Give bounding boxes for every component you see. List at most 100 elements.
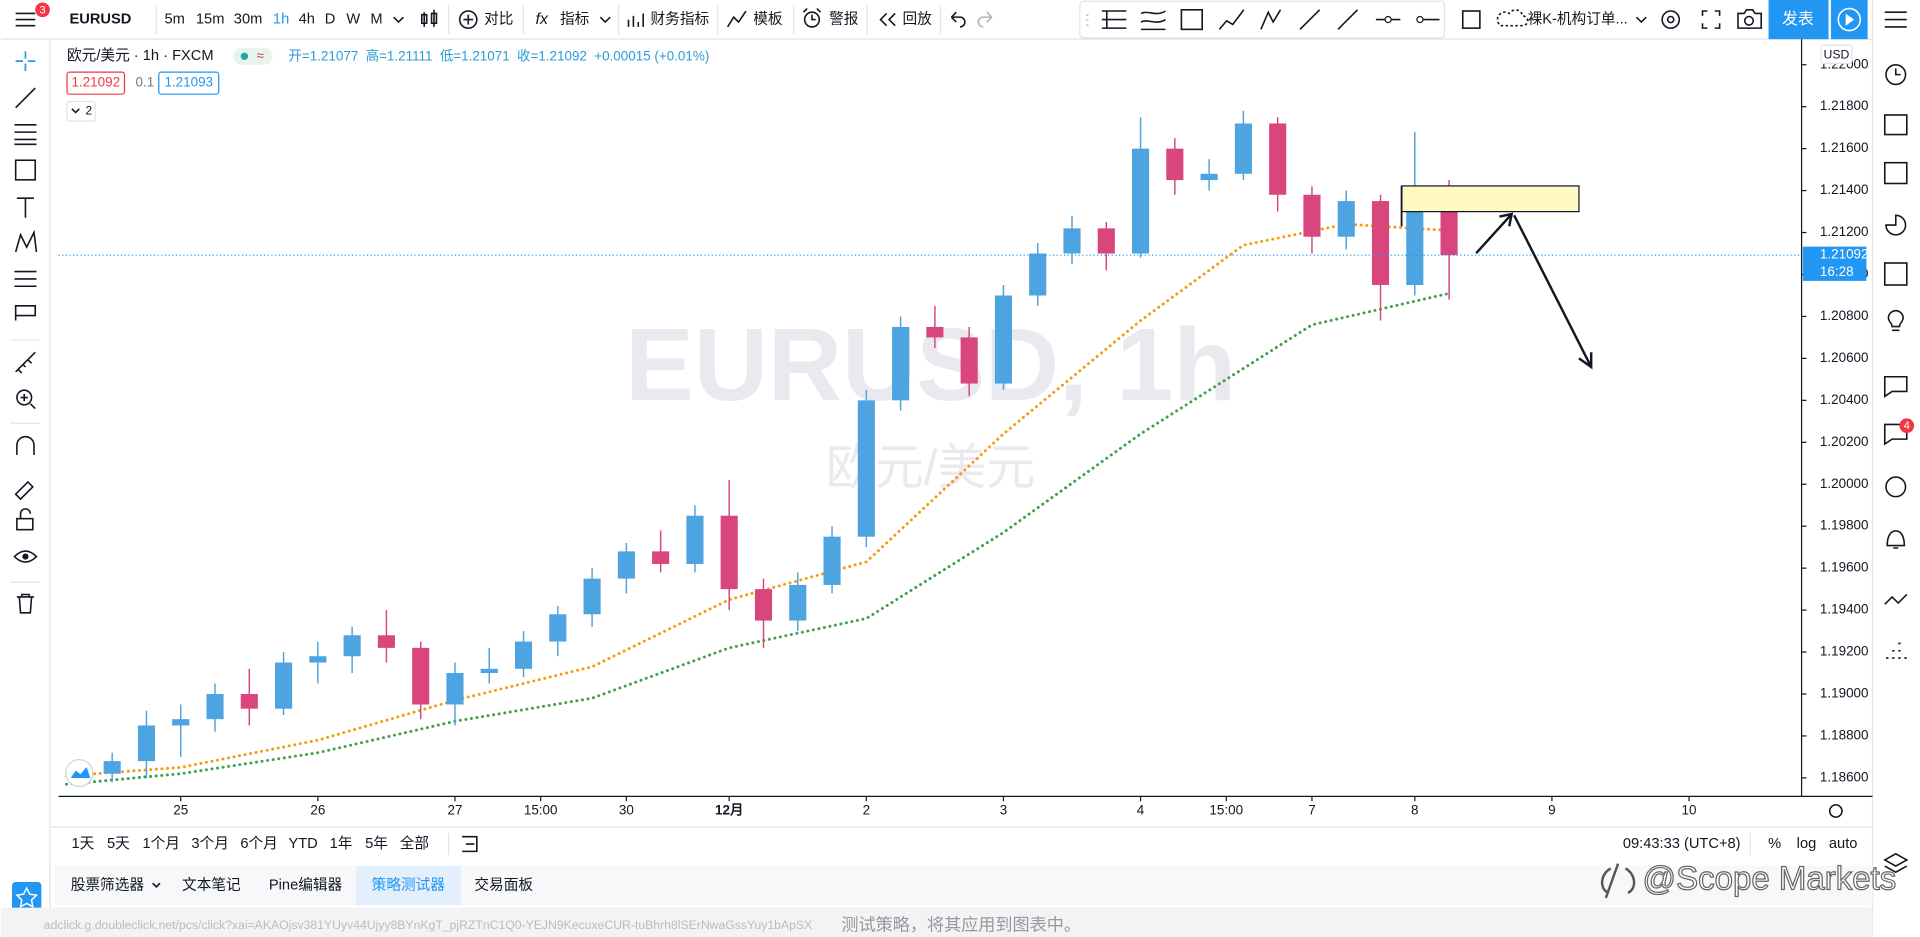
goto-date[interactable]: [462, 835, 478, 853]
candle-body: [1097, 228, 1115, 254]
trash[interactable]: [16, 593, 35, 614]
fullscreen[interactable]: [1701, 10, 1721, 29]
tab[interactable]: 股票筛选器: [71, 876, 145, 893]
interval[interactable]: 1h: [273, 11, 289, 27]
notifications[interactable]: [1886, 530, 1906, 549]
fib[interactable]: [14, 123, 37, 146]
replay-button[interactable]: 回放: [903, 10, 933, 27]
interval[interactable]: 4h: [299, 11, 315, 27]
interval[interactable]: 15m: [196, 11, 225, 27]
settings[interactable]: [1661, 10, 1681, 29]
data-window[interactable]: [1883, 161, 1908, 185]
candle-body: [1029, 253, 1047, 296]
patterns[interactable]: [14, 229, 38, 253]
select-box[interactable]: [1461, 10, 1481, 29]
streams[interactable]: [1885, 476, 1907, 498]
rectangle-drawing[interactable]: [1400, 185, 1580, 213]
news[interactable]: [1883, 114, 1908, 136]
watchlist-button[interactable]: [11, 881, 42, 912]
tool[interactable]: [1218, 9, 1245, 30]
shapes[interactable]: [14, 159, 37, 181]
interval[interactable]: 5m: [164, 11, 184, 27]
axis-settings[interactable]: [1828, 804, 1843, 818]
hotlists[interactable]: [1885, 214, 1907, 236]
interval[interactable]: 30m: [234, 11, 263, 27]
range-button[interactable]: 5年: [365, 835, 388, 852]
trend-line[interactable]: [15, 87, 36, 109]
collapse-button[interactable]: [66, 100, 96, 122]
tab[interactable]: 策略测试器: [372, 876, 446, 893]
interval[interactable]: W: [346, 11, 360, 27]
tab[interactable]: 交易面板: [474, 875, 533, 893]
user-drawings[interactable]: [1400, 185, 1593, 370]
publish-button[interactable]: [1768, 0, 1829, 40]
calendar[interactable]: [1883, 262, 1908, 286]
tool[interactable]: [1140, 10, 1166, 31]
crosshair[interactable]: [15, 51, 36, 71]
logo[interactable]: [65, 759, 94, 788]
layers[interactable]: [1883, 852, 1909, 874]
tab[interactable]: 文本笔记: [182, 876, 241, 893]
alert-button[interactable]: 警报: [829, 10, 859, 27]
zoom[interactable]: [16, 389, 33, 406]
depth[interactable]: [1885, 642, 1907, 659]
buy-box[interactable]: [158, 71, 220, 95]
sell-box[interactable]: [66, 71, 126, 95]
range-button[interactable]: 5天: [107, 836, 130, 852]
snapshot[interactable]: [1737, 8, 1763, 29]
interval[interactable]: D: [325, 11, 336, 27]
undo[interactable]: [950, 11, 966, 28]
order-panel[interactable]: [1884, 593, 1908, 605]
stay-drawing[interactable]: [14, 480, 34, 501]
candle-body: [377, 635, 395, 648]
visibility[interactable]: [13, 550, 38, 563]
tool[interactable]: [1337, 9, 1359, 30]
icon: [879, 12, 896, 27]
range-button[interactable]: 1年: [330, 835, 353, 852]
range-button[interactable]: 6个月: [240, 835, 277, 852]
lock[interactable]: [16, 517, 34, 531]
status-pill[interactable]: [233, 47, 273, 65]
chevron[interactable]: [152, 882, 161, 888]
auto-toggle[interactable]: auto: [1829, 836, 1858, 852]
redo[interactable]: [977, 11, 993, 28]
range-button[interactable]: 1天: [72, 836, 95, 852]
tab[interactable]: Pine编辑器: [269, 876, 343, 893]
compare-button[interactable]: 对比: [484, 10, 513, 27]
chevron[interactable]: [599, 16, 611, 24]
range-button[interactable]: 全部: [400, 834, 429, 852]
chevron[interactable]: [1635, 16, 1647, 24]
watermark-symbol: EURUSD, 1h: [625, 307, 1236, 422]
menu-button[interactable]: 3: [15, 2, 50, 27]
currency-box[interactable]: [1820, 44, 1853, 65]
range-button[interactable]: YTD: [288, 836, 317, 852]
prediction[interactable]: [14, 270, 37, 288]
tool[interactable]: [1299, 9, 1321, 30]
arrow-down[interactable]: [1513, 214, 1593, 370]
symbol[interactable]: EURUSD: [69, 11, 131, 27]
arrow-up[interactable]: [1475, 212, 1514, 255]
interval[interactable]: M: [370, 11, 382, 27]
ideas[interactable]: [1887, 309, 1904, 332]
percent-toggle[interactable]: %: [1768, 836, 1781, 852]
range-button[interactable]: 1个月: [142, 835, 179, 852]
indicators-button[interactable]: 指标: [560, 10, 590, 27]
alerts[interactable]: [1885, 64, 1907, 86]
magnet[interactable]: [16, 435, 35, 456]
tool[interactable]: [1101, 10, 1127, 29]
chevron[interactable]: [393, 16, 404, 24]
range-button[interactable]: 3个月: [191, 835, 228, 852]
text-tool[interactable]: [16, 197, 35, 218]
log-toggle[interactable]: log: [1797, 836, 1817, 852]
x-tick-label: 30: [619, 803, 634, 818]
layout-name[interactable]: 裸K-机构订单...: [1528, 10, 1628, 27]
ruler[interactable]: [15, 351, 36, 374]
chats[interactable]: [1883, 375, 1908, 398]
chart-type-button[interactable]: [420, 9, 438, 27]
watchlist[interactable]: [1884, 11, 1907, 28]
financials-button[interactable]: 财务指标: [651, 10, 710, 27]
tool[interactable]: [1260, 9, 1282, 30]
tool[interactable]: [1180, 8, 1203, 31]
icons-tool[interactable]: [14, 305, 37, 321]
templates-button[interactable]: 模板: [753, 9, 783, 27]
